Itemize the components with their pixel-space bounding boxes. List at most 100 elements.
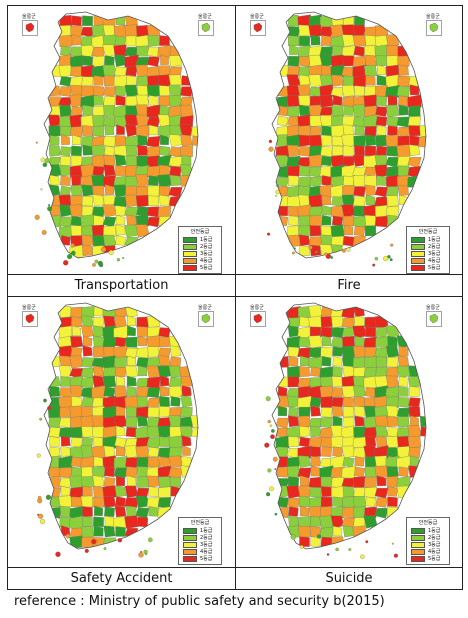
district-region	[374, 215, 389, 228]
district-region	[342, 406, 355, 418]
legend-label: 2등급	[428, 244, 441, 250]
panel-transportation: 울릉군 울릉군 안전등급 1등급 2등급 3등급 4등급 5등급 Transportati…	[7, 5, 235, 297]
district-region	[398, 184, 409, 196]
island-inset-svg	[250, 20, 266, 36]
district-region	[354, 124, 365, 136]
district-region	[410, 415, 419, 426]
island-inset-left	[250, 20, 266, 36]
district-region	[309, 396, 322, 408]
district-region	[81, 195, 94, 207]
district-region	[71, 316, 82, 327]
district-region	[396, 144, 411, 158]
district-region	[309, 244, 322, 257]
legend-entry: 4등급	[411, 549, 447, 555]
figure: 울릉군 울릉군 안전등급 1등급 2등급 3등급 4등급 5등급 Transportati…	[7, 5, 463, 590]
legend-entry: 1등급	[183, 237, 219, 243]
district-region	[332, 415, 343, 427]
district-region	[398, 64, 409, 76]
legend-entry: 1등급	[411, 237, 447, 243]
district-region	[332, 366, 343, 377]
legend-label: 1등급	[200, 528, 213, 534]
district-region	[147, 475, 160, 488]
district-region	[103, 387, 116, 398]
district-region	[353, 135, 366, 147]
district-region	[59, 164, 72, 177]
district-region	[331, 486, 344, 498]
island-region	[37, 495, 42, 500]
district-region	[82, 125, 93, 136]
district-region	[386, 195, 399, 207]
district-region	[135, 347, 150, 359]
island-region	[272, 456, 278, 462]
island-region	[270, 434, 275, 440]
district-region	[148, 195, 159, 206]
district-region	[320, 155, 333, 167]
district-region	[387, 94, 398, 106]
district-region	[158, 185, 171, 197]
district-region	[310, 405, 321, 417]
island-region	[144, 552, 148, 556]
district-region	[70, 185, 83, 197]
district-region	[169, 55, 182, 67]
district-region	[115, 35, 126, 46]
island-region	[47, 206, 53, 212]
legend-title: 안전등급	[190, 229, 210, 235]
district-region	[376, 175, 387, 186]
district-region	[136, 386, 149, 398]
district-region	[408, 465, 421, 478]
inset-label-left: 울릉군	[250, 14, 264, 20]
district-region	[115, 224, 126, 236]
district-region	[397, 416, 410, 428]
district-region	[364, 225, 377, 237]
district-region	[104, 55, 115, 66]
district-region	[352, 196, 367, 207]
district-region	[332, 356, 343, 367]
legend-label: 3등급	[428, 542, 441, 548]
district-region	[126, 385, 137, 397]
district-region	[169, 356, 182, 368]
district-region	[365, 496, 376, 507]
island-region	[266, 492, 271, 497]
district-region	[115, 405, 126, 417]
choropleth-svg	[267, 11, 427, 267]
district-region	[158, 95, 171, 107]
inset-label-left: 울릉군	[250, 305, 264, 311]
district-region	[179, 104, 194, 118]
district-region	[157, 45, 172, 58]
district-region	[407, 116, 422, 128]
island-region	[293, 247, 296, 250]
district-region	[124, 347, 139, 359]
district-region	[159, 436, 170, 447]
district-region	[49, 174, 60, 186]
district-region	[71, 396, 82, 407]
district-region	[103, 225, 116, 237]
district-region	[104, 515, 115, 527]
district-region	[364, 435, 377, 448]
district-region	[147, 346, 160, 358]
district-region	[354, 85, 365, 96]
district-region	[58, 417, 73, 429]
panel-fire: 울릉군 울릉군 안전등급 1등급 2등급 3등급 4등급 5등급 Fire	[235, 5, 463, 297]
korea-map	[8, 6, 235, 276]
district-region	[92, 426, 105, 438]
district-region	[308, 335, 323, 349]
legend-swatch	[411, 528, 425, 534]
district-region	[299, 316, 310, 327]
legend-label: 4등급	[428, 258, 441, 264]
inset-label-left: 울릉군	[22, 14, 36, 20]
district-region	[352, 495, 367, 509]
island-region	[116, 258, 121, 262]
panel-caption: Suicide	[236, 567, 462, 589]
district-region	[93, 215, 104, 226]
district-region	[321, 355, 332, 367]
district-region	[159, 105, 170, 116]
district-region	[102, 366, 117, 379]
district-region	[321, 65, 332, 76]
district-region	[135, 445, 150, 459]
district-region	[70, 456, 83, 468]
district-region	[275, 417, 290, 429]
district-region	[309, 437, 322, 448]
district-region	[386, 357, 399, 368]
district-region	[354, 396, 365, 407]
island-region	[276, 184, 279, 187]
